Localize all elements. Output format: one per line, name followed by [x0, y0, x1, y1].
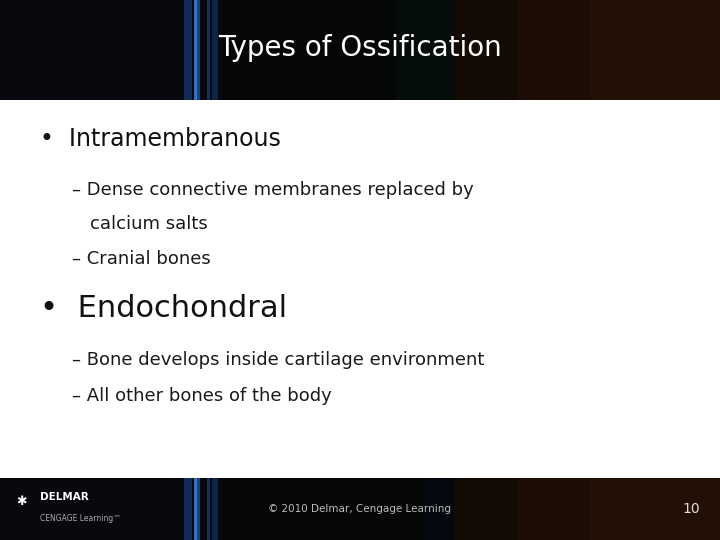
Text: ✱: ✱ [16, 495, 27, 508]
Text: – Dense connective membranes replaced by: – Dense connective membranes replaced by [72, 181, 474, 199]
Bar [196, 478, 200, 540]
Text: – Cranial bones: – Cranial bones [72, 249, 211, 268]
Bar [518, 0, 720, 100]
Text: calcium salts: calcium salts [90, 214, 208, 233]
Bar [194, 478, 197, 540]
Bar [184, 478, 192, 540]
Bar [212, 478, 218, 540]
Bar [0, 478, 720, 540]
Bar [207, 478, 210, 540]
Bar [0, 0, 720, 100]
Bar [0, 100, 720, 478]
Bar [590, 0, 720, 100]
Bar [194, 0, 197, 100]
Text: •  Endochondral: • Endochondral [40, 294, 287, 323]
Bar [212, 0, 218, 100]
Text: •  Intramembranous: • Intramembranous [40, 127, 281, 151]
Text: Types of Ossification: Types of Ossification [218, 34, 502, 62]
Text: CENGAGE Learning™: CENGAGE Learning™ [40, 514, 120, 523]
Bar [454, 0, 720, 100]
Bar [223, 478, 425, 540]
Text: – Bone develops inside cartilage environment: – Bone develops inside cartilage environ… [72, 350, 485, 369]
Bar [396, 0, 454, 100]
Bar [184, 0, 192, 100]
Text: 10: 10 [683, 502, 700, 516]
Bar [207, 0, 210, 100]
Bar [590, 478, 720, 540]
Bar [0, 478, 194, 540]
Text: – All other bones of the body: – All other bones of the body [72, 387, 332, 406]
Text: DELMAR: DELMAR [40, 491, 89, 502]
Bar [196, 0, 200, 100]
Text: © 2010 Delmar, Cengage Learning: © 2010 Delmar, Cengage Learning [269, 504, 451, 514]
Bar [223, 0, 425, 100]
Bar [518, 478, 720, 540]
Bar [0, 0, 194, 100]
Bar [454, 478, 720, 540]
